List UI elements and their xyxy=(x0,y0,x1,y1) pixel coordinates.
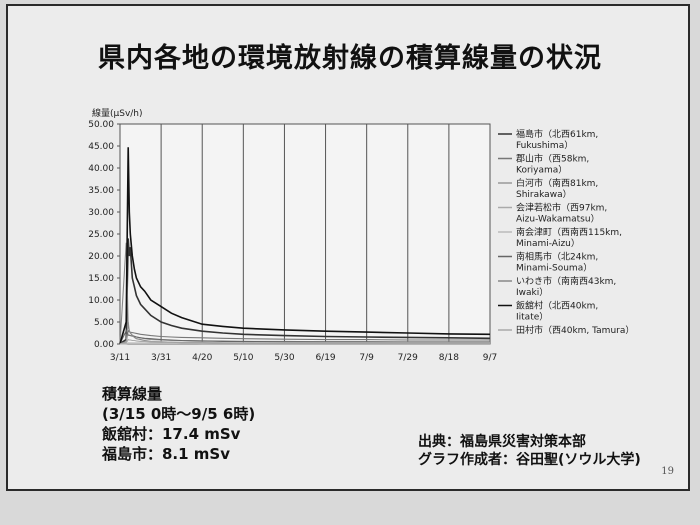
legend-entry: 会津若松市（西97km, Aizu-Wakamatsu） xyxy=(516,202,607,225)
summary-period: (3/15 0時～9/5 6時) xyxy=(102,405,256,423)
y-tick-label: 25.00 xyxy=(88,230,114,240)
y-tick-label: 5.00 xyxy=(94,318,114,328)
radiation-line-chart: 3/11 3/31 4/20 5/10 5/30 6/19 7/9 7/29 8/18 9/7 0.… xyxy=(88,107,634,363)
slide-title: 県内各地の環境放射線の積算線量の状況 xyxy=(98,43,602,74)
legend-entry: 飯舘村（北西40km, Iitate） xyxy=(516,300,598,323)
x-tick-label: 9/7 xyxy=(483,353,497,363)
y-tick-label: 40.00 xyxy=(88,164,114,174)
legend-entry: 福島市（北西61km, Fukushima） xyxy=(516,128,598,151)
x-tick-label: 8/18 xyxy=(439,353,459,363)
summary-row-iitate: 飯舘村：17.4 mSv xyxy=(102,425,241,443)
summary-heading: 積算線量 xyxy=(102,385,163,403)
legend-entry: 郡山市（西58km, Koriyama） xyxy=(516,153,589,176)
series-line xyxy=(119,147,491,344)
x-tick-label: 6/19 xyxy=(315,353,335,363)
x-tick-label: 7/29 xyxy=(398,353,418,363)
legend-entry: 南相馬市（北24km, Minami-Souma） xyxy=(516,251,598,274)
legend-entry: 南会津町（西南西115km, Minami-Aizu） xyxy=(516,226,622,249)
slide: 県内各地の環境放射線の積算線量の状況 3/11 3/31 4/20 5/10 5/30 6… xyxy=(6,4,690,491)
y-axis-label: 線量(μSv/h) xyxy=(92,107,143,119)
y-tick-label: 15.00 xyxy=(88,274,114,284)
y-tick-label: 10.00 xyxy=(88,296,114,306)
source-notes: 出典：福島県災害対策本部 グラフ作成者：谷田聖(ソウル大学) xyxy=(418,433,641,469)
legend-entry: 田村市（西40km, Tamura） xyxy=(516,324,634,336)
x-tick-label: 4/20 xyxy=(192,353,212,363)
legend-entry: いわき市（南南西43km, Iwaki） xyxy=(516,275,616,298)
source-line: 出典：福島県災害対策本部 xyxy=(418,434,586,450)
x-tick-label: 5/30 xyxy=(274,353,294,363)
cumulative-dose-summary: 積算線量 (3/15 0時～9/5 6時) 飯舘村：17.4 mSv 福島市：8… xyxy=(102,384,255,464)
series-line xyxy=(119,329,490,344)
x-tick-label: 5/10 xyxy=(233,353,253,363)
y-tick-label: 45.00 xyxy=(88,142,114,152)
summary-row-fukushima: 福島市：8.1 mSv xyxy=(102,445,231,463)
y-tick-label: 30.00 xyxy=(88,208,114,218)
legend-entry: 白河市（南西81km, Shirakawa） xyxy=(516,177,598,200)
plot-area xyxy=(119,123,491,345)
x-tick-label: 3/11 xyxy=(110,353,130,363)
y-tick-label: 50.00 xyxy=(88,120,114,130)
x-tick-label: 7/9 xyxy=(359,353,374,363)
series-line xyxy=(119,338,490,345)
y-tick-label: 20.00 xyxy=(88,252,114,262)
y-tick-label: 0.00 xyxy=(94,340,114,350)
y-tick-label: 35.00 xyxy=(88,186,114,196)
x-tick-label: 3/31 xyxy=(151,353,171,363)
author-line: グラフ作成者：谷田聖(ソウル大学) xyxy=(418,452,641,468)
series-line xyxy=(119,238,491,345)
page-number: 19 xyxy=(661,466,674,477)
